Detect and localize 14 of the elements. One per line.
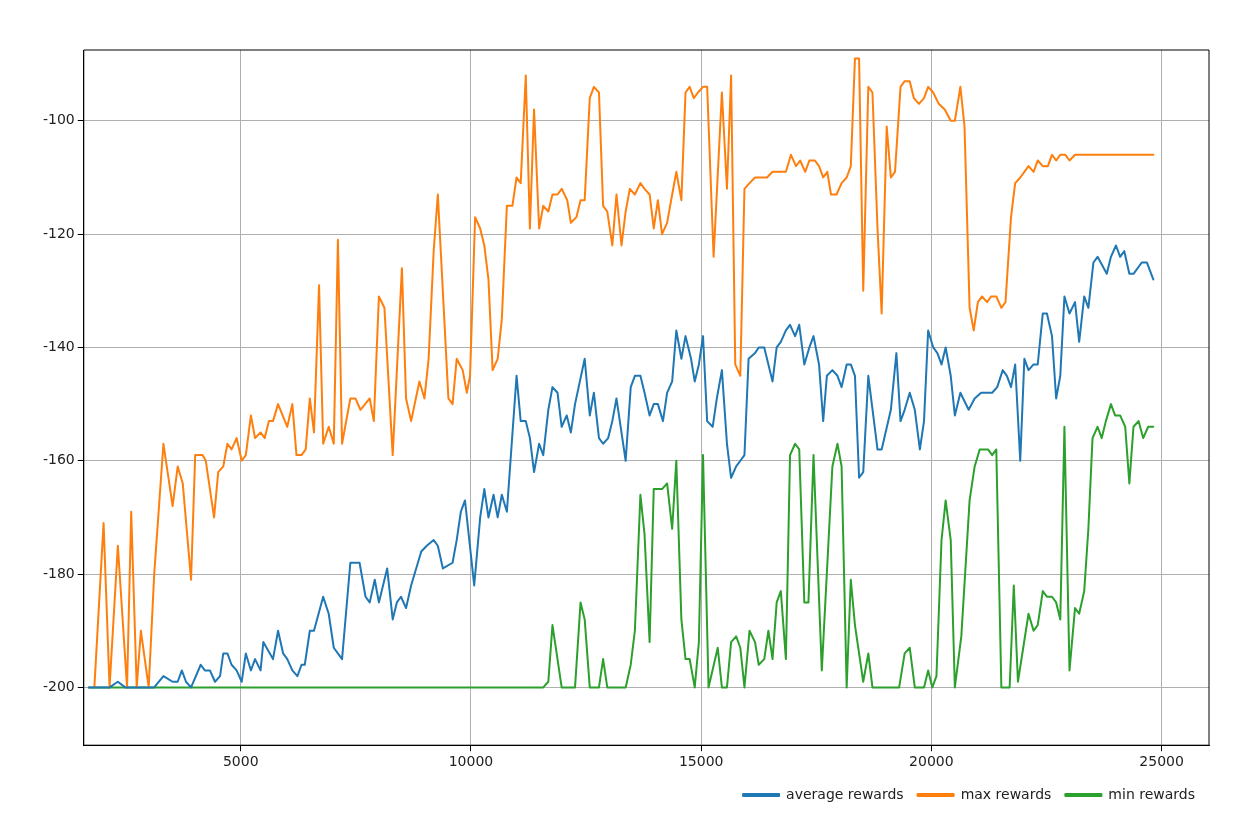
- y-tick-label: -200: [42, 678, 75, 695]
- y-tick-label: -100: [42, 111, 75, 128]
- y-tick-label: -180: [42, 564, 75, 581]
- legend-label: average rewards: [786, 785, 904, 802]
- x-tick-label: 5000: [222, 753, 259, 770]
- legend-label: max rewards: [960, 785, 1052, 802]
- y-tick-label: -140: [42, 338, 75, 355]
- x-tick-label: 10000: [448, 753, 494, 770]
- x-tick-label: 20000: [909, 753, 954, 770]
- y-tick-label: -160: [42, 451, 75, 468]
- y-tick-label: -120: [42, 224, 75, 241]
- x-tick-label: 15000: [678, 753, 724, 770]
- legend-label: min rewards: [1108, 785, 1196, 802]
- x-tick-label: 25000: [1139, 753, 1184, 770]
